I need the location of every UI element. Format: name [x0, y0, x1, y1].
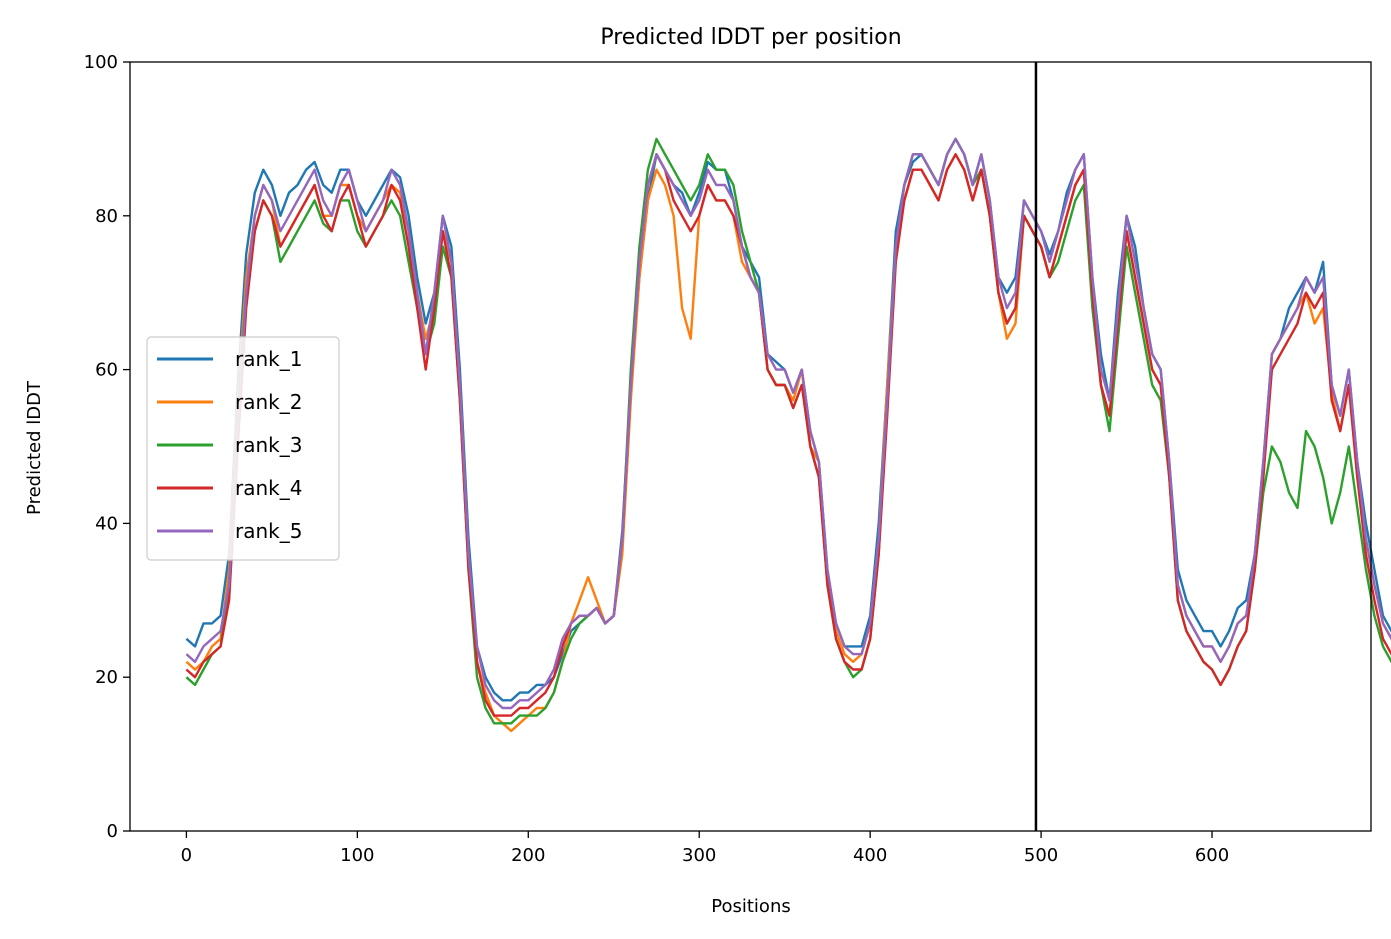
legend-label-rank_4: rank_4 — [235, 476, 302, 500]
legend: rank_1 rank_2 rank_3 rank_4 rank_5 — [146, 336, 340, 561]
series-line-rank_1 — [185, 137, 1391, 702]
series-layer — [185, 137, 1391, 733]
legend-label-rank_5: rank_5 — [235, 519, 302, 543]
series-line-rank_3 — [185, 137, 1391, 725]
series-line-rank_5 — [185, 137, 1391, 710]
x-tick-label: 300 — [682, 845, 716, 866]
series-line-rank_2 — [185, 153, 1391, 733]
legend-label-rank_1: rank_1 — [235, 347, 302, 371]
y-tick-label: 80 — [95, 206, 118, 227]
legend-label-rank_2: rank_2 — [235, 390, 302, 414]
y-tick-label: 60 — [95, 360, 118, 381]
y-axis-label: Predicted lDDT — [24, 380, 45, 515]
x-tick-label: 600 — [1195, 845, 1229, 866]
y-tick-label: 40 — [95, 513, 118, 534]
x-tick-label: 200 — [511, 845, 545, 866]
legend-label-rank_3: rank_3 — [235, 433, 302, 457]
chart-title: Predicted lDDT per position — [600, 25, 901, 50]
legend-box — [146, 336, 340, 561]
series-line-rank_4 — [185, 153, 1391, 717]
y-tick-label: 20 — [95, 667, 118, 688]
x-axis-label: Positions — [711, 896, 790, 917]
x-tick-label: 400 — [853, 845, 887, 866]
plot-frame — [129, 61, 1372, 832]
x-tick-label: 0 — [181, 845, 192, 866]
y-tick-label: 0 — [107, 821, 118, 842]
y-tick-label: 100 — [84, 52, 118, 73]
x-tick-label: 100 — [340, 845, 374, 866]
x-tick-label: 500 — [1024, 845, 1058, 866]
tick-layer: 0 100 200 300 400 500 600 0 20 40 60 80 100 — [84, 52, 1230, 866]
